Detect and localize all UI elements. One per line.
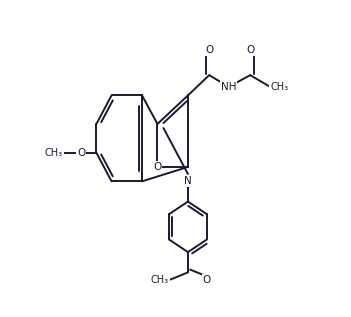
- Text: N: N: [184, 176, 192, 186]
- Text: CH₃: CH₃: [270, 82, 288, 92]
- Text: CH₃: CH₃: [151, 275, 169, 285]
- Text: O: O: [77, 148, 85, 158]
- Text: O: O: [205, 45, 213, 55]
- Text: CH₃: CH₃: [45, 148, 63, 158]
- Text: NH: NH: [221, 82, 237, 92]
- Text: O: O: [203, 275, 211, 285]
- Text: O: O: [153, 162, 161, 172]
- Text: O: O: [246, 45, 254, 55]
